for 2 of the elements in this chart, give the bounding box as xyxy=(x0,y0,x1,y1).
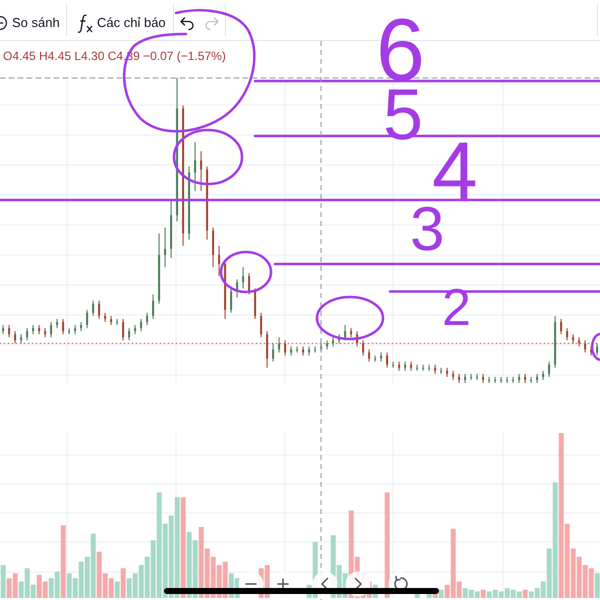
text: So sánh xyxy=(12,14,60,32)
text: Các chỉ báo xyxy=(97,14,166,32)
